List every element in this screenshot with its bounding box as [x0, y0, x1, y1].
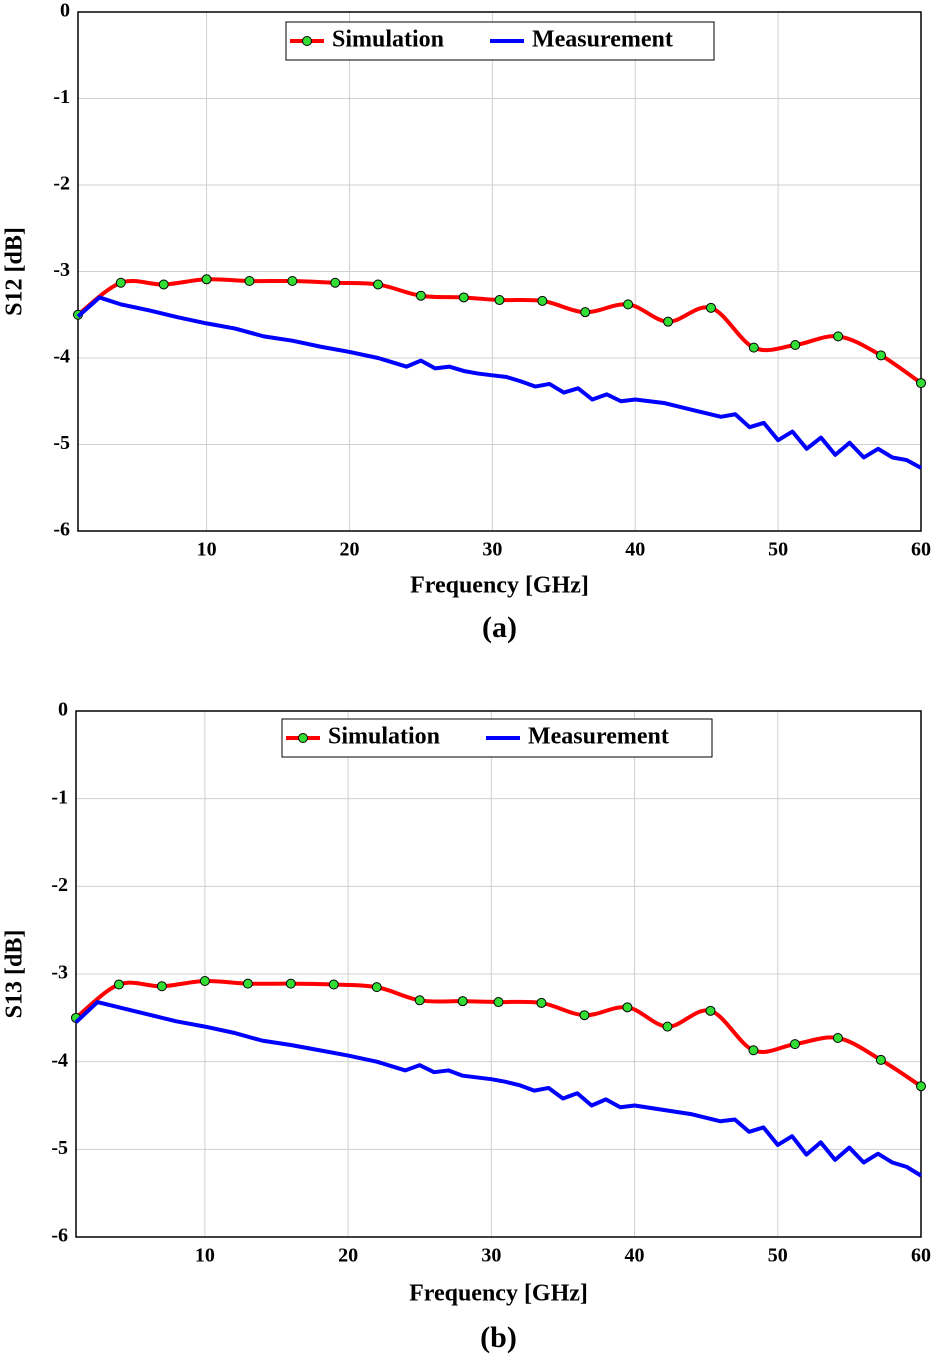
y-tick-label: -3	[53, 259, 70, 281]
point-marker	[705, 302, 716, 313]
point-marker	[242, 978, 253, 989]
point-marker	[414, 995, 425, 1006]
point-marker	[790, 340, 801, 351]
y-tick-label: -2	[53, 173, 70, 195]
point-marker	[285, 978, 296, 989]
y-tick-label: -4	[53, 346, 70, 368]
y-tick-label: -1	[51, 786, 68, 808]
point-marker	[537, 295, 548, 306]
caption: (a)	[482, 611, 517, 644]
series-line	[74, 978, 923, 1088]
x-tick-label: 10	[195, 1245, 215, 1267]
point-marker	[287, 276, 298, 287]
x-tick-label: 40	[625, 1245, 645, 1267]
y-tick-label: -6	[51, 1225, 68, 1247]
x-tick-label: 30	[481, 1245, 501, 1267]
x-tick-label: 30	[482, 539, 502, 561]
y-tick-label: -2	[51, 874, 68, 896]
point-marker	[458, 292, 469, 303]
y-tick-label: -4	[51, 1049, 68, 1071]
x-axis-label: Frequency [GHz]	[409, 1281, 588, 1307]
x-tick-label: 60	[911, 1245, 931, 1267]
point-marker	[916, 378, 926, 389]
point-marker	[916, 1081, 926, 1092]
point-marker	[115, 277, 126, 288]
x-tick-label: 50	[768, 539, 788, 561]
y-axis-label: S12 [dB]	[2, 227, 28, 316]
point-marker	[622, 1002, 633, 1013]
series-line	[76, 295, 922, 470]
point-marker	[373, 279, 384, 290]
x-tick-label: 20	[338, 1245, 358, 1267]
point-marker	[580, 307, 591, 318]
point-marker	[457, 996, 468, 1007]
x-tick-label: 40	[625, 539, 645, 561]
point-marker	[371, 982, 382, 993]
point-marker	[663, 316, 674, 327]
point-marker	[158, 279, 169, 290]
point-marker	[623, 299, 634, 310]
series-line	[76, 277, 923, 385]
y-tick-label: -5	[51, 1137, 68, 1159]
series-line	[74, 1000, 923, 1178]
point-marker	[705, 1005, 716, 1016]
point-marker	[330, 277, 341, 288]
point-marker	[536, 997, 547, 1008]
point-marker	[493, 997, 504, 1008]
plot-frame	[77, 11, 922, 532]
plot-frame	[75, 710, 922, 1238]
point-marker	[748, 1045, 759, 1056]
point-marker	[156, 981, 167, 992]
x-tick-label: 60	[911, 539, 931, 561]
point-marker	[875, 1054, 886, 1065]
legend-label: Simulation	[328, 724, 440, 750]
caption: (b)	[480, 1321, 517, 1354]
legend-label: Simulation	[332, 27, 444, 53]
point-marker	[494, 295, 505, 306]
x-tick-label: 10	[197, 539, 217, 561]
y-tick-label: -6	[53, 519, 70, 541]
point-marker	[579, 1010, 590, 1021]
point-marker	[199, 976, 210, 987]
point-marker	[748, 342, 759, 353]
x-tick-label: 50	[768, 1245, 788, 1267]
point-marker	[113, 979, 124, 990]
point-marker	[833, 331, 844, 342]
legend-marker	[302, 36, 312, 46]
x-tick-label: 20	[339, 539, 359, 561]
point-marker	[789, 1039, 800, 1050]
point-marker	[875, 350, 886, 361]
point-marker	[832, 1032, 843, 1043]
point-marker	[662, 1021, 673, 1032]
legend-label: Measurement	[528, 724, 669, 750]
legend-marker	[298, 733, 308, 743]
x-axis-label: Frequency [GHz]	[410, 573, 589, 599]
y-axis-label: S13 [dB]	[2, 930, 28, 1019]
y-tick-label: 0	[60, 0, 70, 22]
point-marker	[328, 979, 339, 990]
y-tick-label: 0	[58, 699, 68, 721]
y-tick-label: -1	[53, 86, 70, 108]
point-marker	[415, 290, 426, 301]
point-marker	[244, 276, 255, 287]
legend-label: Measurement	[532, 27, 673, 53]
y-tick-label: -3	[51, 962, 68, 984]
y-tick-label: -5	[53, 432, 70, 454]
point-marker	[201, 274, 212, 285]
